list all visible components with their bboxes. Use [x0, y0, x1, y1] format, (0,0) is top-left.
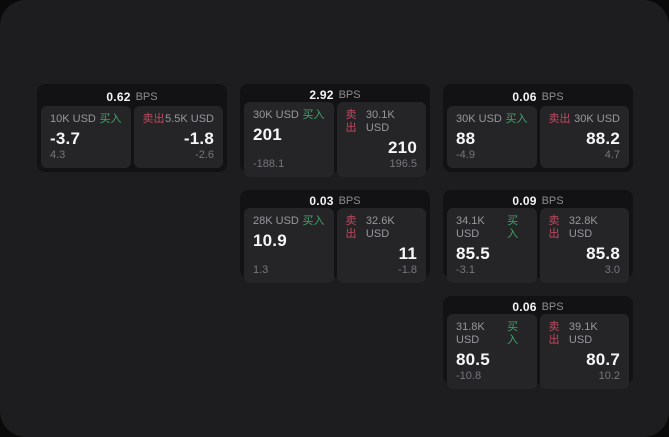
bps-header: 0.09 BPS [447, 194, 629, 208]
buy-price: 80.5 [456, 350, 490, 369]
buy-price: 85.5 [456, 244, 490, 263]
quote-card: 0.06 BPS 31.8K USD 买入 80.5 -10.8 卖出 39.1… [443, 296, 633, 389]
quote-card-body: 31.8K USD 买入 80.5 -10.8 卖出 39.1K USD 80.… [447, 314, 629, 389]
bps-unit-label: BPS [338, 195, 361, 207]
buy-secondary-value: -188.1 [253, 158, 285, 170]
quote-card-body: 30K USD 买入 88 -4.9 卖出 30K USD 88.2 4.7 [447, 106, 629, 168]
bps-value: 2.92 [309, 88, 334, 102]
sell-price: 85.8 [586, 244, 620, 263]
buy-price: 88 [456, 129, 476, 148]
sell-amount: 30K USD [574, 113, 620, 125]
quote-card: 2.92 BPS 30K USD 买入 201 -188.1 卖出 30.1K … [240, 84, 430, 177]
quote-card-body: 28K USD 买入 10.9 1.3 卖出 32.6K USD 11 -1.8 [244, 208, 426, 283]
quote-card-body: 30K USD 买入 201 -188.1 卖出 30.1K USD 210 1… [244, 102, 426, 177]
sell-secondary-value: 3.0 [604, 264, 620, 276]
buy-secondary-value: -10.8 [456, 370, 482, 382]
bps-value: 0.62 [106, 90, 131, 104]
bps-unit-label: BPS [135, 91, 158, 103]
sell-price: 80.7 [586, 350, 620, 369]
buy-amount: 30K USD [253, 109, 299, 121]
sell-panel[interactable]: 卖出 30.1K USD 210 196.5 [336, 102, 426, 177]
buy-amount: 30K USD [456, 113, 502, 125]
buy-side-label: 买入 [507, 321, 519, 346]
sell-panel[interactable]: 卖出 32.6K USD 11 -1.8 [336, 208, 426, 283]
buy-side-label: 买入 [302, 109, 325, 121]
sell-side-label: 卖出 [345, 109, 357, 134]
bps-value: 0.03 [309, 194, 334, 208]
sell-amount: 32.8K USD [568, 215, 598, 240]
sell-price: 88.2 [586, 129, 620, 148]
buy-secondary-value: 4.3 [50, 149, 66, 161]
sell-price: 11 [398, 244, 417, 263]
buy-side-label: 买入 [302, 215, 325, 227]
sell-secondary-value: -1.8 [398, 264, 417, 276]
sell-price: -1.8 [183, 129, 214, 148]
bps-value: 0.09 [512, 194, 537, 208]
buy-side-label: 买入 [99, 113, 122, 125]
quote-card-body: 34.1K USD 买入 85.5 -3.1 卖出 32.8K USD 85.8… [447, 208, 629, 283]
sell-secondary-value: 196.5 [389, 158, 417, 170]
bps-unit-label: BPS [541, 195, 564, 207]
buy-price: 201 [253, 125, 282, 144]
quote-card: 0.06 BPS 30K USD 买入 88 -4.9 卖出 30K USD [443, 84, 633, 172]
bps-unit-label: BPS [541, 91, 564, 103]
buy-secondary-value: -3.1 [456, 264, 475, 276]
bps-header: 2.92 BPS [244, 88, 426, 102]
sell-amount: 39.1K USD [568, 321, 598, 346]
sell-panel[interactable]: 卖出 5.5K USD -1.8 -2.6 [133, 106, 223, 168]
quote-card: 0.09 BPS 34.1K USD 买入 85.5 -3.1 卖出 32.8K… [443, 190, 633, 283]
buy-side-label: 买入 [507, 215, 519, 240]
buy-price: 10.9 [253, 231, 287, 250]
buy-side-label: 买入 [505, 113, 528, 125]
sell-secondary-value: 10.2 [598, 370, 620, 382]
bps-unit-label: BPS [338, 89, 361, 101]
sell-side-label: 卖出 [142, 113, 165, 125]
quote-card-body: 10K USD 买入 -3.7 4.3 卖出 5.5K USD -1.8 -2.… [41, 106, 223, 168]
buy-panel[interactable]: 31.8K USD 买入 80.5 -10.8 [447, 314, 537, 389]
buy-price: -3.7 [50, 129, 81, 148]
buy-amount: 34.1K USD [456, 215, 485, 240]
buy-secondary-value: 1.3 [253, 264, 269, 276]
sell-secondary-value: -2.6 [195, 149, 214, 161]
buy-panel[interactable]: 30K USD 买入 201 -188.1 [244, 102, 334, 177]
sell-panel[interactable]: 卖出 39.1K USD 80.7 10.2 [539, 314, 629, 389]
bps-unit-label: BPS [541, 301, 564, 313]
sell-panel[interactable]: 卖出 32.8K USD 85.8 3.0 [539, 208, 629, 283]
buy-amount: 10K USD [50, 113, 96, 125]
bps-header: 0.06 BPS [447, 300, 629, 314]
sell-side-label: 卖出 [548, 113, 571, 125]
quote-card: 0.62 BPS 10K USD 买入 -3.7 4.3 卖出 5.5K USD [37, 84, 227, 172]
buy-panel[interactable]: 10K USD 买入 -3.7 4.3 [41, 106, 131, 168]
buy-panel[interactable]: 28K USD 买入 10.9 1.3 [244, 208, 334, 283]
sell-amount: 32.6K USD [365, 215, 395, 240]
bps-header: 0.03 BPS [244, 194, 426, 208]
bps-header: 0.06 BPS [447, 88, 629, 106]
bps-value: 0.06 [512, 90, 537, 104]
sell-amount: 5.5K USD [165, 113, 214, 125]
buy-panel[interactable]: 30K USD 买入 88 -4.9 [447, 106, 537, 168]
sell-amount: 30.1K USD [365, 109, 395, 134]
bps-value: 0.06 [512, 300, 537, 314]
buy-panel[interactable]: 34.1K USD 买入 85.5 -3.1 [447, 208, 537, 283]
buy-amount: 31.8K USD [456, 321, 485, 346]
bps-header: 0.62 BPS [41, 88, 223, 106]
quote-card: 0.03 BPS 28K USD 买入 10.9 1.3 卖出 32.6K US… [240, 190, 430, 283]
buy-secondary-value: -4.9 [456, 149, 475, 161]
sell-side-label: 卖出 [548, 321, 560, 346]
sell-side-label: 卖出 [548, 215, 560, 240]
sell-panel[interactable]: 卖出 30K USD 88.2 4.7 [539, 106, 629, 168]
quote-card-grid: 0.62 BPS 10K USD 买入 -3.7 4.3 卖出 5.5K USD [37, 84, 633, 389]
buy-amount: 28K USD [253, 215, 299, 227]
sell-side-label: 卖出 [345, 215, 357, 240]
sell-secondary-value: 4.7 [604, 149, 620, 161]
sell-price: 210 [388, 138, 417, 157]
